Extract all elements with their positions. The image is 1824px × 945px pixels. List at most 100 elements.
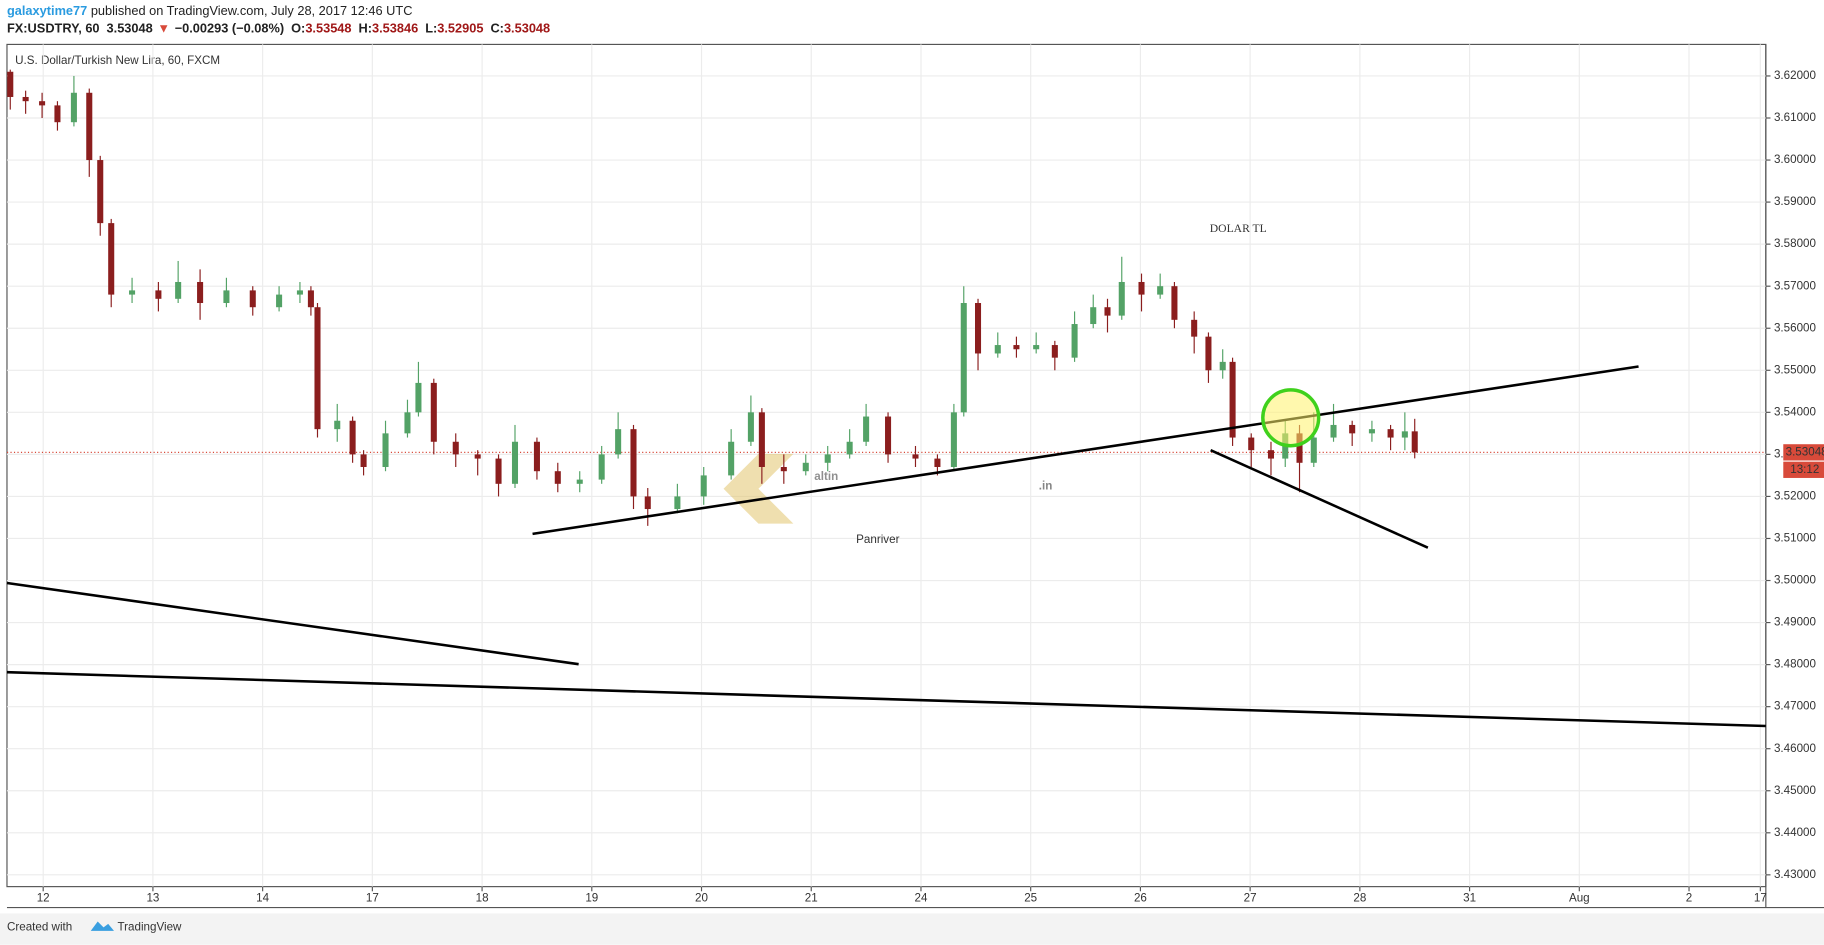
- y-tick-label: 3.46000: [1774, 742, 1817, 755]
- y-tick-label: 3.45000: [1774, 784, 1817, 797]
- candle-body: [175, 281, 182, 299]
- candle-body: [747, 412, 754, 442]
- candle-body: [276, 294, 283, 308]
- candle-body: [1051, 345, 1058, 358]
- candle-body: [802, 462, 809, 472]
- candle-body: [1191, 319, 1198, 337]
- candle-body: [630, 429, 637, 497]
- candle-body: [1013, 345, 1020, 350]
- plot-layer: 3.43000 3.44000 3.45000 3.46000 3.47000 3.480…: [6, 44, 1824, 904]
- brand[interactable]: TradingView: [117, 920, 182, 933]
- candle-body: [223, 290, 230, 304]
- candle-body: [1219, 361, 1226, 371]
- candle-body: [728, 441, 735, 476]
- x-tick-label: 31: [1463, 891, 1476, 904]
- x-tick-label: 20: [695, 891, 708, 904]
- candle-body: [97, 160, 104, 224]
- candle-body: [1118, 281, 1125, 316]
- candle-body: [129, 290, 136, 295]
- ohlc-value: 3.52905: [437, 21, 483, 36]
- candle-body: [950, 412, 957, 467]
- candle-body: [155, 290, 162, 299]
- candle-body: [960, 303, 967, 413]
- publish-line: galaxytime77 published on TradingView.co…: [7, 3, 412, 18]
- candle-body: [70, 92, 77, 123]
- candle-body: [415, 382, 422, 413]
- candle-body: [863, 416, 870, 442]
- candle-body: [644, 496, 651, 510]
- candle-body: [576, 479, 583, 484]
- candle-body: [39, 101, 46, 106]
- x-tick-label: 18: [476, 891, 489, 904]
- candle-body: [296, 290, 303, 295]
- y-tick-label: 3.47000: [1774, 700, 1817, 713]
- y-tick-label: 3.48000: [1774, 658, 1817, 671]
- candle-body: [1157, 286, 1164, 295]
- candle-body: [994, 345, 1001, 354]
- y-tick-label: 3.59000: [1774, 195, 1817, 208]
- candle-body: [249, 290, 256, 308]
- watermark-caption: Panriver: [856, 533, 899, 546]
- candle-body: [197, 281, 204, 304]
- candle-body: [349, 420, 356, 455]
- x-tick-label: 17: [366, 891, 379, 904]
- author[interactable]: galaxytime77: [7, 3, 87, 18]
- trendline: [1210, 449, 1429, 549]
- candle-body: [1267, 450, 1275, 459]
- created-with: Created with: [7, 920, 72, 933]
- candle-body: [1205, 336, 1212, 371]
- candle-body: [511, 441, 519, 484]
- candle-body: [7, 71, 14, 97]
- watermark-suffix: .in: [1039, 480, 1053, 493]
- x-tick-label: 28: [1353, 891, 1366, 904]
- ohlc-label: L:: [425, 21, 437, 36]
- y-tick-label: 3.44000: [1774, 826, 1817, 839]
- chart-title: U.S. Dollar/Turkish New Lira, 60, FXCM: [15, 54, 220, 67]
- candle-body: [1248, 437, 1255, 451]
- candle-body: [1401, 431, 1408, 438]
- candle-body: [307, 290, 314, 308]
- candle-body: [1310, 437, 1317, 463]
- highlight-circle: [1261, 388, 1321, 448]
- candle-body: [22, 96, 29, 102]
- candle-body: [780, 466, 787, 472]
- watermark-logo: altin: [814, 470, 838, 483]
- y-tick-label: 3.43000: [1774, 868, 1817, 881]
- x-tick-label: 17: [1754, 891, 1767, 904]
- symbol: FX:USDTRY, 60: [7, 21, 100, 36]
- candle-body: [1090, 307, 1097, 325]
- candle-body: [1330, 424, 1337, 438]
- candle-body: [674, 496, 681, 510]
- ohlc-value: 3.53048: [504, 21, 550, 36]
- y-tick-label: 3.55000: [1774, 363, 1817, 376]
- x-tick-label: 27: [1244, 891, 1257, 904]
- x-tick-label: 21: [805, 891, 818, 904]
- brand-logo: [90, 921, 114, 931]
- x-tick-label: Aug: [1569, 891, 1590, 904]
- y-tick-label: 3.51000: [1774, 532, 1817, 545]
- candle-body: [1411, 431, 1418, 453]
- x-tick-label: 19: [585, 891, 598, 904]
- trendline: [532, 365, 1639, 536]
- candle-body: [1138, 281, 1145, 295]
- candle-body: [334, 420, 341, 430]
- last-price: 3.53048: [107, 21, 153, 36]
- candle-body: [1296, 433, 1303, 463]
- candle-body: [360, 454, 367, 467]
- candle-body: [452, 441, 459, 455]
- x-tick-label: 13: [146, 891, 159, 904]
- ohlc-label: H:: [359, 21, 373, 36]
- x-tick-label: 14: [256, 891, 269, 904]
- y-tick-label: 3.49000: [1774, 616, 1817, 629]
- countdown-label: 13:12: [1790, 463, 1819, 476]
- candle-body: [1071, 324, 1078, 358]
- x-tick-label: 12: [37, 891, 50, 904]
- candle-body: [554, 471, 561, 484]
- candle-body: [700, 475, 707, 497]
- candle-body: [824, 454, 831, 463]
- symbol-line: FX:USDTRY, 60 3.53048 ▼ −0.00293 (−0.08%) O:…: [7, 21, 550, 36]
- candle-body: [430, 382, 437, 442]
- watermark-icon: [723, 453, 794, 524]
